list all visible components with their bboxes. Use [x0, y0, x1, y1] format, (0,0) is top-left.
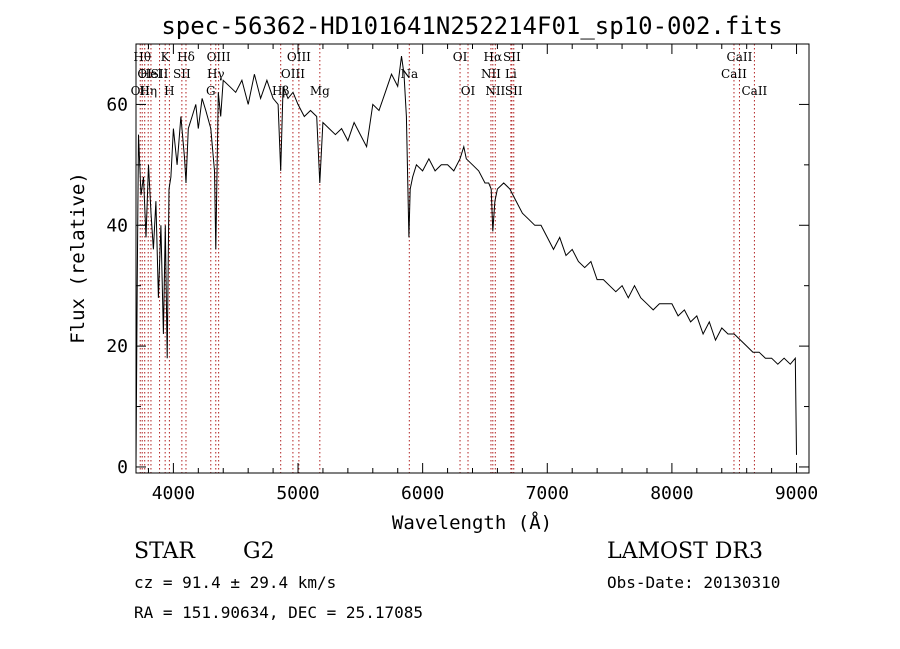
line-label-g: G — [206, 84, 216, 98]
line-label-hγ: Hγ — [207, 67, 225, 81]
line-label-oiii: OIII — [287, 50, 311, 64]
line-label-hα: Hα — [484, 50, 503, 64]
line-label-oi: OI — [137, 67, 152, 81]
spectral-subclass: G2 — [243, 539, 275, 564]
line-label-hδ: Hδ — [177, 50, 195, 64]
spectral-line-markers — [139, 44, 755, 473]
line-label-caii: CaII — [727, 50, 753, 64]
line-label-nii: NII — [485, 84, 505, 98]
line-label-hη: Hη — [139, 84, 157, 98]
line-label-li: Li — [505, 67, 517, 81]
x-tick-label: 6000 — [401, 483, 444, 504]
y-tick-label: 60 — [106, 94, 128, 115]
x-tick-label: 9000 — [775, 483, 818, 504]
object-class: STAR — [134, 539, 195, 564]
chart-title: spec-56362-HD101641N252214F01_sp10-002.f… — [161, 12, 782, 40]
line-label-sii: SII — [505, 84, 523, 98]
line-label-nii: NII — [481, 67, 501, 81]
observation-date: Obs-Date: 20130310 — [607, 573, 781, 592]
spectral-line-labels: OIIHθOIHηHeISIIKHHδSIIGHγOIIIHβOIIIOIIIM… — [131, 50, 768, 98]
line-label-hei: HeI — [140, 67, 163, 81]
line-label-h: H — [164, 84, 174, 98]
line-label-sii: SII — [151, 67, 169, 81]
line-label-sii: SII — [503, 50, 521, 64]
y-tick-label: 40 — [106, 215, 128, 236]
x-axis-ticks: 4000 5000 6000 7000 8000 9000 — [147, 44, 818, 504]
plot-frame — [135, 43, 810, 474]
line-label-oiii: OIII — [207, 50, 231, 64]
line-label-oi: OI — [453, 50, 468, 64]
line-label-hβ: Hβ — [272, 84, 289, 98]
line-label-caii: CaII — [721, 67, 747, 81]
line-label-caii: CaII — [741, 84, 767, 98]
line-label-mg: Mg — [310, 84, 330, 98]
spectrum-line — [135, 56, 797, 468]
line-label-oii: OII — [131, 84, 151, 98]
survey-name: LAMOST DR3 — [607, 539, 763, 564]
x-tick-label: 5000 — [276, 483, 319, 504]
line-label-k: K — [161, 50, 171, 64]
x-tick-label: 8000 — [650, 483, 693, 504]
line-label-oi: OI — [461, 84, 476, 98]
x-tick-label: 4000 — [152, 483, 195, 504]
y-axis-ticks: 0 20 40 60 — [106, 43, 809, 478]
line-label-oiii: OIII — [281, 67, 305, 81]
redshift-velocity: cz = 91.4 ± 29.4 km/s — [134, 573, 337, 592]
y-axis-label: Flux (relative) — [67, 172, 89, 344]
y-tick-label: 20 — [106, 336, 128, 357]
line-label-sii: SII — [173, 67, 191, 81]
line-label-na: Na — [400, 67, 418, 81]
x-axis-label: Wavelength (Å) — [392, 511, 552, 534]
coordinates: RA = 151.90634, DEC = 25.17085 — [134, 603, 423, 622]
x-tick-label: 7000 — [526, 483, 569, 504]
y-tick-label: 0 — [117, 457, 128, 478]
line-label-hθ: Hθ — [133, 50, 151, 64]
